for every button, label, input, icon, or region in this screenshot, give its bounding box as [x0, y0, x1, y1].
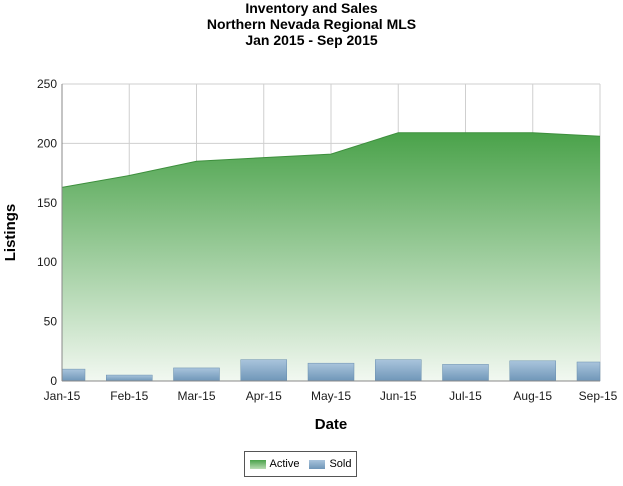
y-tick-label: 250 [37, 77, 57, 91]
legend-item-active: Active [249, 458, 300, 470]
x-tick-label: May-15 [311, 389, 351, 403]
legend: Active Sold [244, 451, 357, 477]
x-tick-label: Mar-15 [177, 389, 215, 403]
x-tick-label: Sep-15 [579, 389, 618, 403]
active-series-area [62, 132, 600, 381]
y-axis-title: Listings [2, 204, 19, 262]
legend-swatch-active [249, 459, 266, 469]
sold-bar [442, 364, 489, 382]
active-series-line [61, 132, 601, 188]
chart-title: Inventory and Sales Northern Nevada Regi… [0, 0, 623, 48]
sold-bar [106, 374, 153, 382]
x-axis-title: Date [315, 416, 348, 433]
x-tick-label: Apr-15 [246, 389, 282, 403]
x-tick-label: Jun-15 [380, 389, 417, 403]
y-tick-label: 200 [37, 136, 57, 150]
x-tick-label: Jul-15 [449, 389, 482, 403]
sold-bar [509, 360, 556, 382]
legend-item-sold: Sold [309, 458, 352, 470]
sold-bar [576, 361, 601, 382]
y-tick-label: 100 [37, 255, 57, 269]
chart-title-line-1: Inventory and Sales [245, 0, 378, 16]
sold-bar [61, 368, 86, 382]
sold-bar [307, 362, 355, 382]
legend-swatch-sold [309, 459, 326, 469]
x-tick-label: Feb-15 [110, 389, 148, 403]
x-tick-label: Jan-15 [44, 389, 81, 403]
x-tick-label: Aug-15 [513, 389, 552, 403]
chart-title-line-3: Jan 2015 - Sep 2015 [245, 32, 378, 48]
sold-bar [240, 359, 287, 382]
y-tick-label: 50 [44, 315, 58, 329]
sold-bar [173, 367, 220, 382]
legend-label-active: Active [269, 458, 300, 470]
legend-label-sold: Sold [329, 458, 352, 470]
sold-bar [375, 359, 422, 382]
chart-title-line-2: Northern Nevada Regional MLS [206, 16, 417, 32]
y-tick-label: 150 [37, 196, 57, 210]
y-tick-label: 0 [50, 374, 57, 388]
